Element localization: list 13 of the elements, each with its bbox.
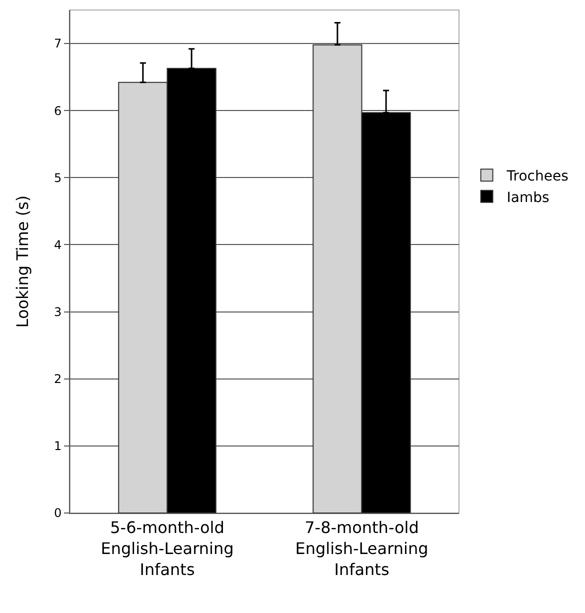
y-tick-label: 0 <box>54 506 62 520</box>
y-tick-label: 4 <box>54 238 62 252</box>
x-tick-label: 7-8-month-old English-Learning Infants <box>295 518 428 579</box>
y-tick-label: 2 <box>54 372 62 386</box>
legend-label: Trochees <box>506 168 568 185</box>
x-tick-label: 5-6-month-old English-Learning Infants <box>100 518 234 579</box>
y-tick-label: 5 <box>54 170 62 185</box>
y-tick-label: 6 <box>54 104 62 118</box>
y-tick-label: 7 <box>54 36 62 51</box>
y-tick-label: 3 <box>54 305 62 319</box>
y-tick-label: 1 <box>54 439 62 454</box>
legend-label: Iambs <box>506 190 550 206</box>
y-axis-title: Looking Time (s) <box>13 195 32 328</box>
